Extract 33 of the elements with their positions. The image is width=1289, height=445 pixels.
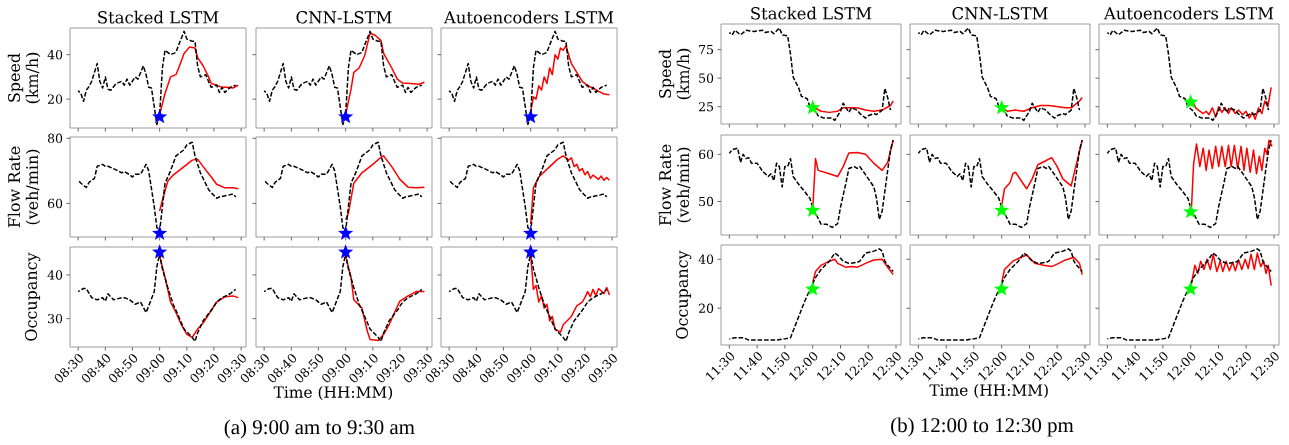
- y-tick-label: 60: [47, 198, 63, 209]
- line-series: [728, 139, 894, 229]
- x-axis-title: Time (HH:MM): [273, 385, 393, 401]
- chart-title: Stacked LSTM: [751, 6, 872, 20]
- y-tick-label: 40: [698, 254, 714, 264]
- chart-title: CNN-LSTM: [952, 7, 1048, 20]
- line-series: [158, 158, 240, 212]
- y-axis-title: Occupancy: [24, 252, 41, 341]
- y-tick-label: 30: [48, 313, 63, 324]
- y-tick-label: 50: [699, 73, 714, 83]
- y-axis-title: Speed (km/h): [7, 52, 41, 104]
- y-tick-label: 40: [47, 270, 63, 280]
- text: (b) 12:00 to 12:30 pm: [891, 417, 1074, 437]
- line-series: [77, 30, 237, 126]
- x-axis-title: Time (HH:MM): [929, 383, 1048, 399]
- y-tick-label: 20: [698, 303, 714, 313]
- y-axis-title: Flow Rate (veh/min): [658, 144, 692, 226]
- chart-title: Autoencoders LSTM: [443, 10, 614, 24]
- y-tick-label: 80: [47, 133, 63, 144]
- y-axis-title: Occupancy: [675, 250, 692, 339]
- y-tick-label: 25: [698, 101, 714, 112]
- chart-title: Autoencoders LSTM: [1103, 6, 1274, 20]
- y-tick-label: 40: [47, 49, 63, 60]
- y-tick-label: 75: [699, 45, 714, 55]
- y-tick-label: 60: [698, 149, 714, 160]
- line-series: [728, 27, 892, 122]
- chart-title: CNN-LSTM: [296, 11, 392, 24]
- y-tick-label: 20: [47, 94, 63, 104]
- y-axis-title: Speed (km/h): [658, 48, 692, 100]
- chart-title: Stacked LSTM: [98, 10, 219, 24]
- y-tick-label: 50: [699, 196, 714, 207]
- text: (a) 9:00 am to 9:30 am: [224, 419, 415, 439]
- y-axis-title: Flow Rate (veh/min): [7, 146, 41, 228]
